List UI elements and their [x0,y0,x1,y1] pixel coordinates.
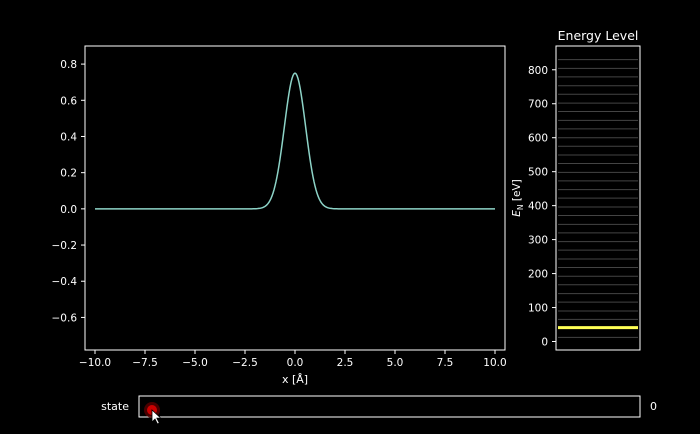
wave-x-tick-label: −5.0 [182,357,208,369]
wave-x-tick-label: 2.5 [337,357,354,369]
energy-ylabel-sub: N [516,204,525,210]
state-slider-value: 0 [650,400,657,413]
energy-plot-title: Energy Level [558,28,639,43]
wave-y-tick-label: 0.4 [60,131,77,143]
state-slider-label: state [101,400,129,413]
energy-y-tick-label: 700 [528,99,548,111]
wave-x-tick-label: −2.5 [232,357,258,369]
energy-y-tick-label: 400 [528,201,548,213]
energy-ylabel-main: E [511,210,523,217]
mouse-cursor-icon [151,409,162,425]
wave-x-tick-label: −7.5 [132,357,158,369]
wave-y-tick-label: −0.2 [52,240,78,252]
wave-y-tick-label: 0.8 [60,59,77,71]
energy-y-tick-label: 800 [528,65,548,77]
state-slider[interactable]: state 0 [101,395,657,425]
energy-levels [558,59,638,338]
wave-y-tick-label: −0.6 [52,312,78,324]
energy-plot-frame [555,45,641,351]
wave-y-tick-label: 0.6 [60,95,77,107]
wave-x-tick-label: 0.0 [287,357,304,369]
energy-y-axis-label: EN [eV] [511,179,525,216]
wave-plot-frame [84,45,506,351]
wave-x-axis-label: x [Å] [282,373,308,386]
energy-y-tick-label: 100 [528,303,548,315]
energy-y-tick-label: 200 [528,269,548,281]
energy-y-tick-label: 300 [528,235,548,247]
wave-y-tick-label: 0.2 [60,168,77,180]
energy-plot: Energy Level 0 100 200 300 400 500 600 700 800 E… [511,28,641,351]
energy-y-tick-label: 500 [528,167,548,179]
energy-y-tick-label: 600 [528,133,548,145]
state-slider-track[interactable] [138,395,641,418]
energy-y-ticks: 0 100 200 300 400 500 600 700 800 [528,65,556,349]
wave-y-tick-label: −0.4 [52,276,78,288]
wave-y-tick-label: 0.0 [60,204,77,216]
wave-x-tick-label: 10.0 [483,357,506,369]
wave-x-tick-label: −10.0 [79,357,111,369]
wave-x-tick-label: 5.0 [387,357,404,369]
wavefunction-line [95,72,495,210]
wave-plot: −10.0 −7.5 −5.0 −2.5 0.0 2.5 5.0 7.5 10.0 0.8 0.6… [52,45,507,386]
wave-x-ticks: −10.0 −7.5 −5.0 −2.5 0.0 2.5 5.0 7.5 10.0 [79,350,507,369]
energy-y-tick-label: 0 [541,337,548,349]
wave-y-ticks: 0.8 0.6 0.4 0.2 0.0 −0.2 −0.4 −0.6 [52,59,85,324]
energy-ylabel-unit: [eV] [511,179,523,204]
wave-x-tick-label: 7.5 [437,357,454,369]
